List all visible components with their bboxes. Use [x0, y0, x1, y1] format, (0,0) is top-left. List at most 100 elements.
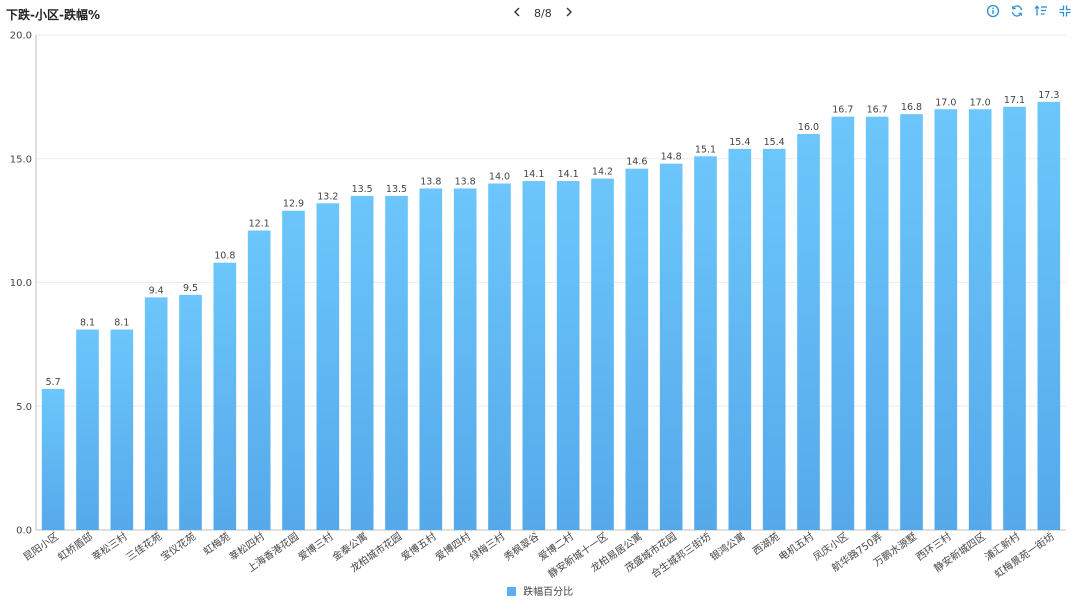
bar-value-label: 16.8 [901, 102, 922, 113]
bar[interactable] [213, 262, 237, 530]
info-button[interactable] [986, 4, 1000, 18]
bar-value-label: 14.6 [626, 157, 647, 168]
bar[interactable] [968, 109, 992, 530]
x-tick-label: 秀枫翠谷 [501, 530, 541, 564]
bar[interactable] [1037, 101, 1061, 530]
collapse-icon [1059, 5, 1071, 17]
bar[interactable] [900, 114, 923, 530]
chart-toolbar [986, 4, 1072, 18]
refresh-icon [1011, 5, 1023, 17]
bar-value-label: 16.0 [798, 122, 819, 133]
y-tick-label: 15.0 [10, 154, 32, 165]
bar[interactable] [831, 116, 855, 531]
bar[interactable] [144, 297, 168, 530]
bar-value-label: 15.1 [695, 144, 716, 155]
bar-value-label: 15.4 [729, 137, 750, 148]
bar-value-label: 14.0 [489, 172, 510, 183]
x-tick-label: 宝仪花苑 [158, 530, 198, 564]
bar[interactable] [76, 329, 99, 530]
x-tick-label: 爱博三村 [295, 530, 335, 564]
axes [35, 35, 1066, 533]
bar-value-label: 8.1 [80, 318, 95, 329]
bar-value-label: 12.1 [249, 219, 270, 230]
bar-value-label: 5.7 [46, 377, 61, 388]
bar[interactable] [728, 148, 752, 530]
bar[interactable] [625, 168, 649, 530]
bar-value-label: 12.9 [283, 199, 304, 210]
bar-value-label: 16.7 [867, 105, 888, 116]
x-tick-label: 静安新城十一区 [545, 530, 610, 581]
next-page-button[interactable] [562, 6, 576, 21]
bar[interactable] [522, 181, 546, 530]
legend-label: 跌幅百分比 [523, 587, 574, 598]
bar[interactable] [419, 188, 443, 530]
bar[interactable] [762, 148, 786, 530]
bar[interactable] [694, 156, 717, 530]
bar[interactable] [488, 183, 511, 531]
bar[interactable] [282, 210, 305, 530]
refresh-button[interactable] [1010, 4, 1024, 18]
bar-value-label: 13.8 [420, 176, 441, 187]
chevron-right-icon [566, 7, 572, 16]
chart-title: 下跌-小区-跌幅% [6, 8, 100, 22]
bar-value-label: 17.3 [1038, 90, 1059, 101]
grid-lines [36, 34, 1066, 407]
bars [41, 101, 1061, 531]
bar[interactable] [110, 329, 134, 530]
x-tick-label: 三佳花苑 [124, 530, 164, 564]
bar[interactable] [247, 230, 271, 530]
y-tick-label: 0.0 [16, 526, 32, 537]
bar-value-label: 14.2 [592, 167, 613, 178]
legend-swatch [506, 587, 516, 596]
data-labels: 5.7 8.1 8.1 9.4 9.5 10.8 12.1 12.9 13.2 13.5 13.5 1… [46, 90, 1060, 388]
bar[interactable] [591, 178, 614, 531]
bar-value-label: 8.1 [114, 318, 129, 329]
bar[interactable] [41, 388, 65, 530]
sort-button[interactable] [1034, 4, 1048, 18]
collapse-button[interactable] [1058, 4, 1072, 18]
y-tick-label: 20.0 [10, 31, 32, 42]
legend[interactable]: 跌幅百分比 [0, 583, 1080, 598]
y-tick-label: 10.0 [10, 278, 32, 289]
x-tick-label: 电机五村 [776, 530, 816, 564]
bar[interactable] [385, 195, 408, 530]
chart-header: 下跌-小区-跌幅% 8/8 [0, 0, 1080, 28]
bar[interactable] [797, 134, 820, 530]
bar-value-label: 15.4 [764, 137, 785, 148]
sort-icon [1034, 5, 1047, 16]
bar-value-label: 9.4 [149, 285, 164, 296]
bar[interactable] [453, 188, 477, 530]
bar[interactable] [659, 163, 683, 530]
bar[interactable] [556, 181, 580, 530]
bar[interactable] [316, 203, 340, 531]
bar[interactable] [865, 116, 889, 531]
bar-value-label: 17.1 [1004, 95, 1025, 106]
x-tick-label: 爱博四村 [433, 530, 473, 564]
pager: 8/8 [510, 5, 576, 21]
bar-value-label: 13.8 [455, 176, 476, 187]
prev-page-button[interactable] [510, 6, 524, 21]
bar-value-label: 13.2 [317, 191, 338, 202]
bar-value-label: 13.5 [352, 184, 373, 195]
bar[interactable] [934, 109, 958, 530]
info-icon [986, 4, 1000, 18]
bar-value-label: 9.5 [183, 283, 198, 294]
bar-value-label: 16.7 [832, 105, 853, 116]
y-tick-label: 5.0 [16, 402, 32, 413]
bar-value-label: 14.8 [661, 152, 682, 163]
x-tick-label: 虹梅景苑一街坊 [992, 530, 1057, 581]
x-tick-label: 莘松三村 [89, 530, 129, 564]
x-tick-label: 绿梅三村 [467, 530, 507, 564]
bar-value-label: 17.0 [935, 97, 956, 108]
bar[interactable] [350, 195, 374, 530]
x-tick-label: 虹桥盾邸 [55, 530, 95, 564]
bar-value-label: 14.1 [523, 169, 544, 180]
bar-value-label: 14.1 [558, 169, 579, 180]
bar[interactable] [1003, 106, 1026, 531]
page-indicator: 8/8 [534, 6, 552, 20]
bar[interactable] [179, 294, 202, 530]
x-tick-label: 合生城邦三街坊 [648, 530, 713, 581]
chevron-left-icon [514, 7, 520, 16]
bar-value-label: 10.8 [214, 251, 235, 262]
